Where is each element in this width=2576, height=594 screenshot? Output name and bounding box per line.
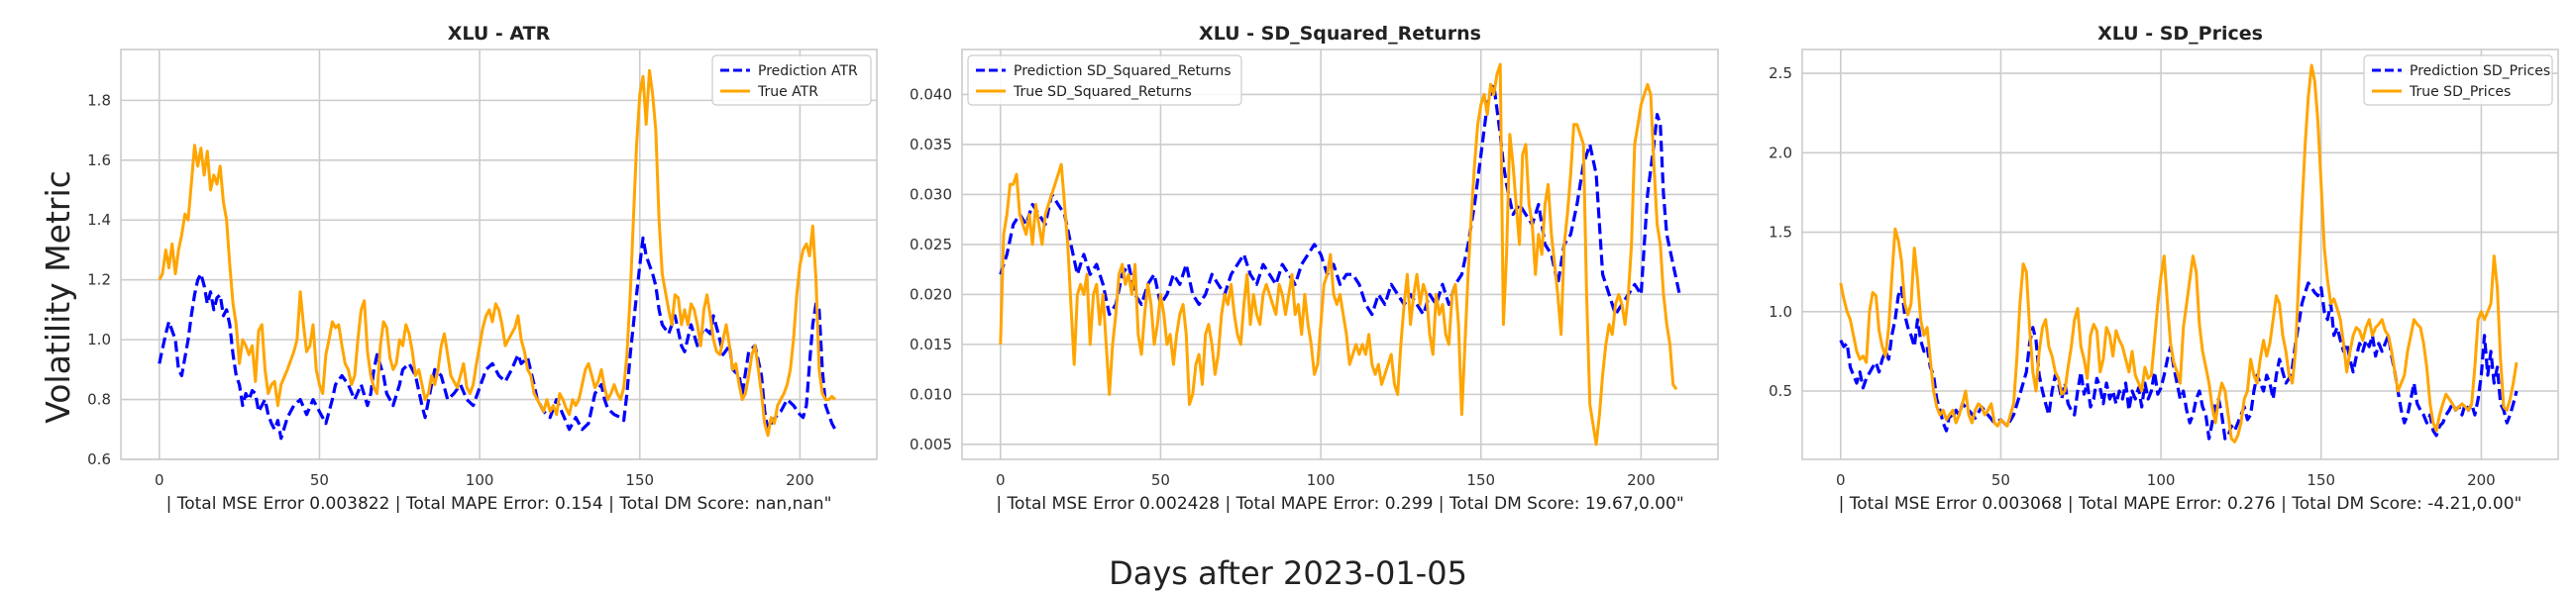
y-tick-label: 0.8: [87, 391, 111, 409]
chart-panel-3: 0 50 100 150 200 0.5 1.0 1.5 2.0 2.5 XLU - SD_Pric…: [1769, 23, 2559, 514]
legend-label: Prediction SD_Prices: [2410, 63, 2550, 79]
x-tick-label: 200: [786, 471, 814, 489]
y-tick-label: 0.010: [910, 385, 952, 403]
y-tick-label: 1.8: [87, 91, 111, 109]
y-tick-label: 2.0: [1769, 144, 1792, 161]
legend-label: Prediction SD_Squared_Returns: [1014, 63, 1232, 79]
y-tick-label: 0.6: [87, 450, 111, 468]
plot-frame: [1801, 49, 2559, 460]
x-tick-label: 50: [1991, 471, 2010, 489]
x-tick-label: 100: [1307, 471, 1336, 489]
chart-xlabel: | Total MSE Error 0.003822 | Total MAPE …: [166, 494, 832, 514]
x-tick-label: 200: [2467, 471, 2496, 489]
y-tick-label: 0.015: [910, 336, 952, 353]
legend-label: True SD_Prices: [2409, 84, 2511, 100]
chart-title: XLU - SD_Prices: [2097, 23, 2263, 45]
legend-label: Prediction ATR: [758, 63, 858, 79]
y-tick-label: 0.025: [910, 236, 952, 253]
y-tick-label: 0.5: [1769, 382, 1792, 400]
y-tick-label: 0.035: [910, 136, 952, 153]
x-tick-label: 200: [1627, 471, 1656, 489]
legend: Prediction SD_Prices True SD_Prices: [2363, 54, 2553, 106]
chart-panel-2: 0 50 100 150 200 0.005 0.010 0.015 0.020 0.025 0.0…: [910, 23, 1719, 514]
legend-box: [2363, 54, 2553, 106]
legend-box: [711, 54, 872, 106]
y-tick-label: 2.5: [1769, 64, 1792, 82]
true-series-line: [1839, 63, 2519, 444]
true-series-line: [999, 62, 1678, 446]
x-tick-label: 0: [996, 471, 1006, 489]
legend-label: True SD_Squared_Returns: [1013, 84, 1192, 100]
plot-area: [121, 50, 877, 459]
plot-frame: [961, 49, 1719, 460]
legend: Prediction ATR True ATR: [711, 54, 872, 106]
chart-xlabel: | Total MSE Error 0.003068 | Total MAPE …: [1839, 494, 2522, 514]
panels: 0 50 100 150 200 0.6 0.8 1.0 1.2 1.4 1.6 1.8 XLU - A…: [87, 23, 2559, 514]
chart-title: XLU - ATR: [448, 23, 551, 45]
x-tick-label: 50: [310, 471, 329, 489]
x-tick-label: 100: [466, 471, 494, 489]
chart-panel-1: 0 50 100 150 200 0.6 0.8 1.0 1.2 1.4 1.6 1.8 XLU - A…: [87, 23, 878, 514]
figure-xlabel: Days after 2023-01-05: [1109, 554, 1467, 592]
legend-box: [967, 54, 1242, 106]
legend: Prediction SD_Squared_Returns True SD_Squ…: [967, 54, 1242, 106]
prediction-series-line: [1839, 281, 2519, 441]
y-tick-label: 0.005: [910, 436, 952, 453]
x-tick-label: 150: [2307, 471, 2335, 489]
plot-area: [962, 50, 1718, 459]
chart-xlabel: | Total MSE Error 0.002428 | Total MAPE …: [996, 494, 1683, 514]
y-tick-label: 0.030: [910, 185, 952, 203]
x-tick-label: 0: [1836, 471, 1846, 489]
true-series-line: [158, 68, 837, 438]
figure-ylabel: Volatility Metric: [39, 170, 77, 424]
y-tick-label: 0.020: [910, 285, 952, 303]
y-tick-label: 1.0: [87, 331, 111, 348]
y-tick-label: 0.040: [910, 85, 952, 103]
x-tick-label: 150: [1466, 471, 1495, 489]
y-tick-label: 1.6: [87, 151, 111, 169]
y-tick-label: 1.0: [1769, 303, 1792, 321]
chart-title: XLU - SD_Squared_Returns: [1199, 23, 1481, 45]
x-tick-label: 150: [625, 471, 654, 489]
y-tick-label: 1.2: [87, 271, 111, 289]
y-tick-label: 1.4: [87, 211, 111, 229]
x-tick-label: 50: [1151, 471, 1170, 489]
legend-label: True ATR: [757, 84, 818, 100]
x-tick-label: 0: [155, 471, 164, 489]
y-tick-label: 1.5: [1769, 224, 1792, 242]
x-tick-label: 100: [2147, 471, 2176, 489]
plot-frame: [120, 49, 878, 460]
